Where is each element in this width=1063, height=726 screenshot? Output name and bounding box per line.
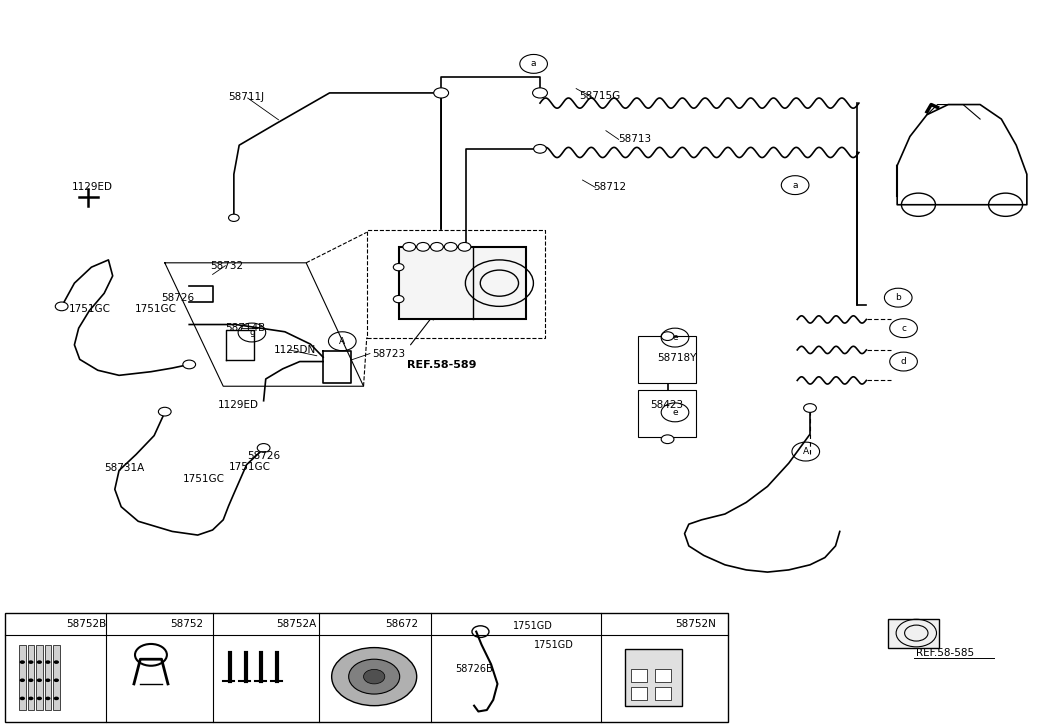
Text: 1751GC: 1751GC	[183, 474, 225, 484]
Text: 1751GD: 1751GD	[513, 621, 554, 631]
Circle shape	[349, 659, 400, 694]
Circle shape	[36, 697, 43, 700]
Text: 1751GC: 1751GC	[135, 304, 178, 314]
Text: 58714B: 58714B	[225, 323, 266, 333]
Bar	[631, 687, 647, 700]
Bar	[631, 669, 647, 682]
Circle shape	[393, 264, 404, 271]
Circle shape	[332, 648, 417, 706]
Text: 1751GD: 1751GD	[534, 640, 574, 650]
Text: 1125DN: 1125DN	[274, 345, 317, 355]
Circle shape	[45, 678, 51, 682]
Text: 58713: 58713	[619, 134, 652, 144]
Bar	[45, 645, 51, 710]
Circle shape	[661, 435, 674, 444]
Text: e: e	[441, 619, 448, 628]
Bar	[5, 613, 728, 722]
Bar	[888, 619, 939, 648]
Bar	[53, 645, 60, 710]
FancyBboxPatch shape	[399, 247, 526, 319]
Text: 1129ED: 1129ED	[72, 182, 114, 192]
Text: A: A	[803, 447, 809, 456]
Text: 58712: 58712	[593, 182, 626, 192]
Text: e: e	[672, 333, 678, 342]
Text: A: A	[339, 337, 345, 346]
Circle shape	[20, 697, 26, 700]
Text: g: g	[249, 328, 255, 337]
Circle shape	[804, 404, 816, 412]
Text: 1751GC: 1751GC	[69, 304, 112, 314]
Circle shape	[20, 661, 26, 664]
Text: 58752A: 58752A	[276, 619, 317, 629]
Text: b: b	[895, 293, 901, 302]
Text: 58731A: 58731A	[104, 463, 145, 473]
Text: 58752: 58752	[170, 619, 203, 629]
Circle shape	[257, 444, 270, 452]
Circle shape	[55, 302, 68, 311]
Text: a: a	[40, 619, 46, 628]
Text: c: c	[901, 324, 906, 333]
Circle shape	[20, 678, 26, 682]
Text: 58732: 58732	[210, 261, 243, 271]
Text: 58723: 58723	[372, 348, 405, 359]
Text: 58715G: 58715G	[579, 91, 621, 101]
Circle shape	[229, 214, 239, 221]
Circle shape	[431, 242, 443, 251]
Bar	[19, 645, 26, 710]
Circle shape	[29, 678, 34, 682]
Circle shape	[533, 88, 547, 98]
Circle shape	[534, 144, 546, 153]
Circle shape	[54, 678, 60, 682]
Circle shape	[183, 360, 196, 369]
Circle shape	[36, 678, 43, 682]
Text: d: d	[900, 357, 907, 366]
Bar	[36, 645, 43, 710]
Text: 58726: 58726	[248, 451, 281, 461]
Circle shape	[54, 661, 60, 664]
Bar	[638, 336, 696, 383]
Text: a: a	[530, 60, 537, 68]
Text: 58726: 58726	[162, 293, 195, 303]
Text: 1751GC: 1751GC	[229, 462, 271, 472]
Circle shape	[158, 407, 171, 416]
Text: REF.58-589: REF.58-589	[407, 360, 476, 370]
Circle shape	[403, 242, 416, 251]
Circle shape	[417, 242, 429, 251]
Bar	[655, 669, 671, 682]
Text: c: c	[251, 619, 255, 628]
Circle shape	[29, 661, 34, 664]
Circle shape	[45, 661, 51, 664]
Circle shape	[393, 295, 404, 303]
Circle shape	[434, 88, 449, 98]
Text: b: b	[144, 619, 150, 628]
Circle shape	[29, 697, 34, 700]
Text: 58726B: 58726B	[455, 664, 493, 674]
Circle shape	[661, 332, 674, 340]
Bar	[625, 649, 682, 706]
Text: 58718Y: 58718Y	[657, 353, 696, 363]
Text: g: g	[648, 619, 655, 628]
Text: 58672: 58672	[386, 619, 419, 629]
Text: REF.58-585: REF.58-585	[916, 648, 975, 658]
Text: 58752N: 58752N	[675, 619, 715, 629]
Text: 58423: 58423	[651, 400, 684, 410]
Circle shape	[444, 242, 457, 251]
Circle shape	[458, 242, 471, 251]
Text: 58752B: 58752B	[66, 619, 106, 629]
Text: REF.58-589: REF.58-589	[407, 360, 476, 370]
Text: a: a	[792, 181, 798, 189]
Circle shape	[36, 661, 43, 664]
Bar	[655, 687, 671, 700]
Bar	[638, 390, 696, 437]
Text: e: e	[672, 408, 678, 417]
Circle shape	[54, 697, 60, 700]
Circle shape	[45, 697, 51, 700]
Bar	[28, 645, 34, 710]
Text: 1129ED: 1129ED	[218, 400, 259, 410]
Circle shape	[364, 669, 385, 684]
Text: 58711J: 58711J	[229, 91, 265, 102]
Text: d: d	[359, 619, 365, 628]
